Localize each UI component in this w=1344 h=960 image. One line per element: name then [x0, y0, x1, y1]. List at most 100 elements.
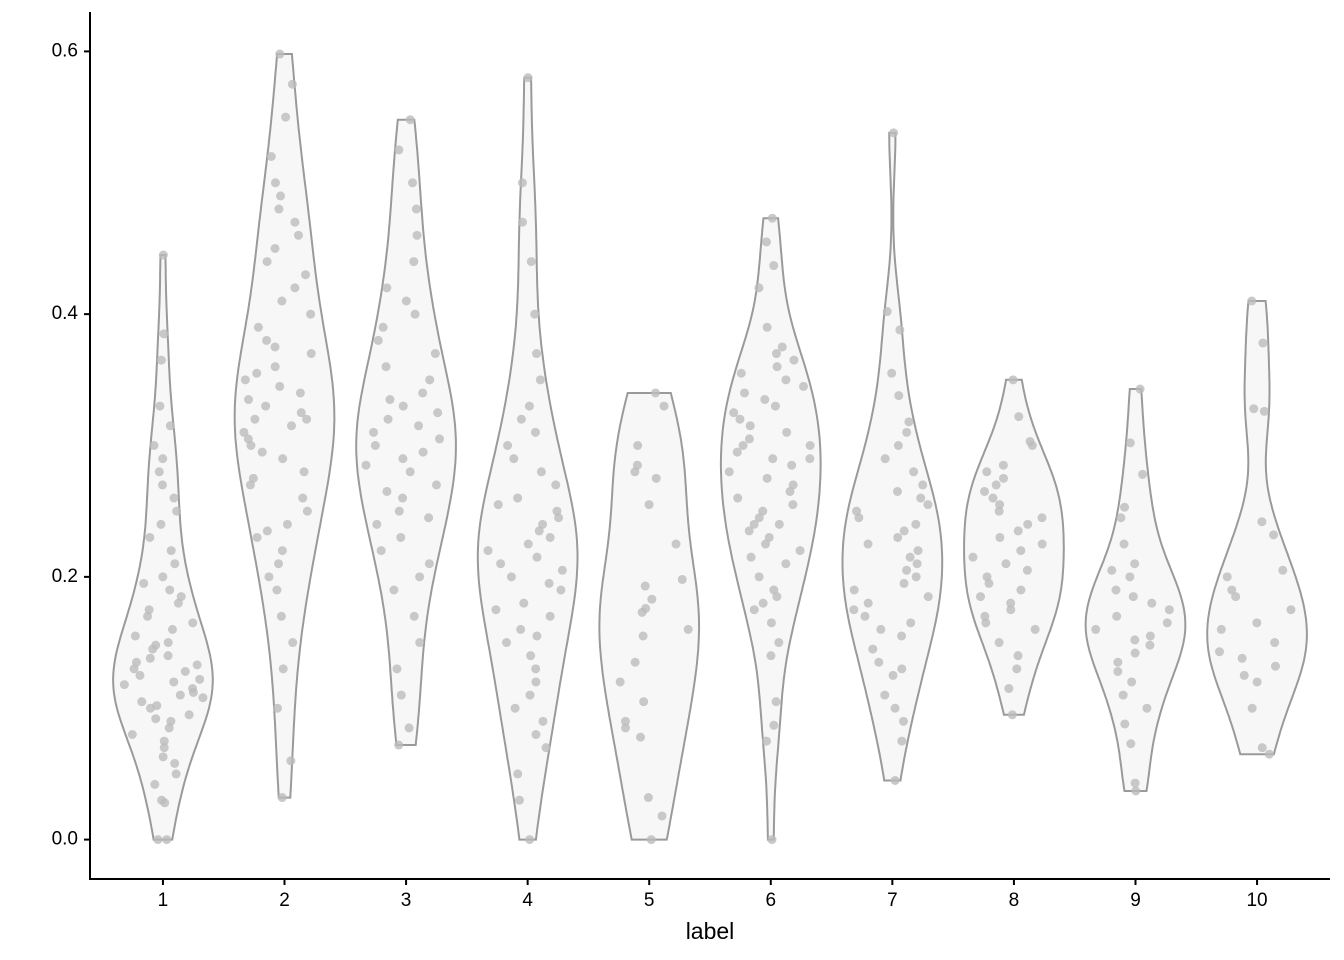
point — [639, 697, 649, 707]
point — [252, 368, 262, 378]
point — [644, 500, 654, 510]
point — [523, 73, 533, 83]
point — [899, 526, 909, 536]
point — [398, 493, 408, 503]
point — [510, 703, 520, 713]
point — [890, 703, 900, 713]
point — [754, 283, 764, 293]
point — [278, 664, 288, 674]
point — [912, 559, 922, 569]
point — [159, 736, 169, 746]
point — [496, 559, 506, 569]
point — [805, 441, 815, 450]
point — [513, 769, 523, 779]
point — [893, 486, 903, 496]
point — [767, 213, 777, 223]
point — [636, 732, 646, 742]
point — [789, 355, 799, 365]
point — [261, 401, 271, 411]
point — [430, 349, 440, 359]
violin — [963, 378, 1065, 716]
point — [761, 736, 771, 746]
point — [777, 342, 787, 352]
x-tick-label: 8 — [1009, 890, 1020, 911]
point — [657, 811, 667, 821]
point — [771, 349, 781, 359]
point — [1278, 565, 1288, 575]
point — [1013, 651, 1023, 661]
point — [394, 740, 404, 750]
point — [1006, 605, 1016, 615]
point — [513, 493, 523, 503]
point — [184, 710, 194, 720]
point — [531, 730, 541, 739]
point — [398, 401, 408, 411]
point — [302, 506, 312, 516]
point — [1131, 786, 1141, 796]
point — [277, 793, 287, 803]
point — [434, 434, 444, 444]
point — [262, 335, 272, 345]
point — [738, 441, 748, 450]
point — [805, 454, 815, 464]
point — [1259, 406, 1269, 416]
point — [683, 624, 693, 634]
point — [239, 427, 249, 437]
point — [156, 355, 166, 365]
point — [1214, 647, 1224, 657]
point — [1162, 618, 1172, 628]
point — [1258, 338, 1268, 348]
point — [158, 572, 168, 582]
point — [531, 677, 541, 687]
point — [744, 434, 754, 444]
point — [761, 539, 771, 549]
point — [1128, 592, 1138, 602]
point — [799, 381, 809, 391]
point — [980, 486, 990, 496]
point — [382, 283, 392, 293]
point — [425, 375, 435, 385]
point — [483, 546, 493, 556]
point — [530, 427, 540, 437]
point — [906, 618, 916, 628]
point — [172, 506, 182, 516]
point — [162, 835, 172, 845]
point — [1016, 585, 1026, 595]
point — [1231, 592, 1241, 602]
y-tick-label: 0.4 — [52, 303, 79, 324]
point — [293, 230, 303, 240]
point — [410, 309, 420, 319]
point — [157, 480, 167, 490]
point — [1119, 539, 1129, 549]
point — [152, 701, 162, 711]
point — [1142, 703, 1152, 713]
point — [1113, 666, 1123, 676]
point — [545, 611, 555, 621]
point — [1008, 375, 1018, 385]
point — [145, 532, 155, 542]
point — [733, 493, 743, 503]
point — [982, 467, 992, 477]
point — [361, 460, 371, 470]
point — [301, 270, 311, 280]
point — [398, 454, 408, 464]
point — [538, 519, 548, 529]
point — [433, 408, 443, 418]
point — [376, 546, 386, 556]
point — [516, 624, 526, 634]
point — [135, 670, 145, 680]
point — [394, 506, 404, 516]
point — [615, 677, 625, 687]
point — [1227, 585, 1237, 595]
point — [408, 178, 418, 188]
point — [630, 657, 640, 667]
point — [130, 631, 140, 641]
point — [1030, 624, 1040, 634]
point — [902, 565, 912, 575]
x-tick-label: 2 — [279, 890, 290, 911]
point — [392, 664, 402, 674]
point — [1269, 530, 1279, 540]
point — [1270, 661, 1280, 671]
point — [262, 257, 272, 267]
